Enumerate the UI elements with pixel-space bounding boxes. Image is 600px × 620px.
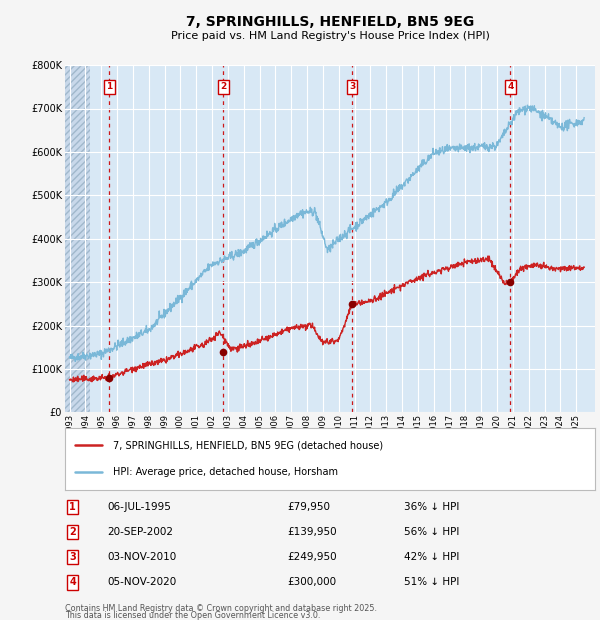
- Text: HPI: Average price, detached house, Horsham: HPI: Average price, detached house, Hors…: [113, 467, 338, 477]
- Text: 1: 1: [106, 82, 112, 91]
- Bar: [65, 65, 90, 412]
- Text: 51% ↓ HPI: 51% ↓ HPI: [404, 577, 460, 587]
- Text: £139,950: £139,950: [287, 527, 337, 537]
- Text: 7, SPRINGHILLS, HENFIELD, BN5 9EG (detached house): 7, SPRINGHILLS, HENFIELD, BN5 9EG (detac…: [113, 440, 383, 450]
- Text: 03-NOV-2010: 03-NOV-2010: [107, 552, 176, 562]
- Text: 4: 4: [507, 82, 514, 91]
- Text: 56% ↓ HPI: 56% ↓ HPI: [404, 527, 460, 537]
- Text: 3: 3: [349, 82, 355, 91]
- Text: Contains HM Land Registry data © Crown copyright and database right 2025.: Contains HM Land Registry data © Crown c…: [65, 603, 377, 613]
- Text: 20-SEP-2002: 20-SEP-2002: [107, 527, 173, 537]
- Text: 42% ↓ HPI: 42% ↓ HPI: [404, 552, 460, 562]
- Text: 06-JUL-1995: 06-JUL-1995: [107, 502, 171, 512]
- Text: 3: 3: [70, 552, 76, 562]
- Text: £79,950: £79,950: [287, 502, 331, 512]
- Text: £249,950: £249,950: [287, 552, 337, 562]
- Text: £300,000: £300,000: [287, 577, 337, 587]
- Bar: [65, 65, 90, 412]
- Text: 36% ↓ HPI: 36% ↓ HPI: [404, 502, 460, 512]
- Text: Price paid vs. HM Land Registry's House Price Index (HPI): Price paid vs. HM Land Registry's House …: [170, 31, 490, 41]
- Text: 4: 4: [70, 577, 76, 587]
- Text: 1: 1: [70, 502, 76, 512]
- Text: 2: 2: [220, 82, 227, 91]
- Text: 2: 2: [70, 527, 76, 537]
- Text: This data is licensed under the Open Government Licence v3.0.: This data is licensed under the Open Gov…: [65, 611, 320, 620]
- Text: 7, SPRINGHILLS, HENFIELD, BN5 9EG: 7, SPRINGHILLS, HENFIELD, BN5 9EG: [186, 15, 474, 29]
- Text: 05-NOV-2020: 05-NOV-2020: [107, 577, 176, 587]
